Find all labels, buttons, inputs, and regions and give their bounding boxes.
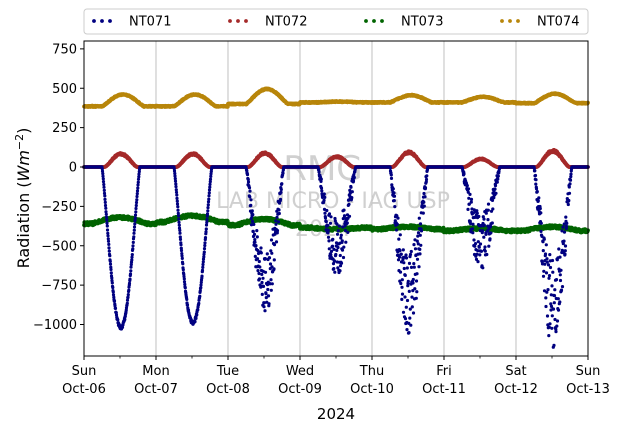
watermark-line-1: RMG	[283, 149, 362, 189]
series-nt073	[82, 212, 590, 235]
series-layer	[82, 86, 590, 349]
plot-background	[84, 41, 588, 356]
x-gridlines	[155, 41, 517, 356]
watermark-line-2: LAB MICRO - IAG USP	[216, 189, 450, 214]
